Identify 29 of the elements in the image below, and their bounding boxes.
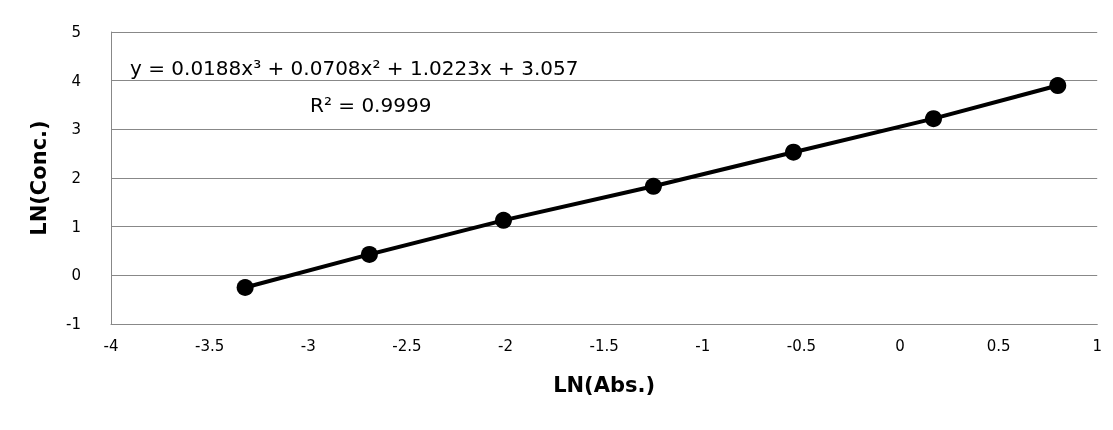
point (784, 143, 802, 161)
x-tick-label: -1.5 (589, 336, 619, 355)
y-tick-label: 3 (71, 120, 81, 139)
x-tick-label: 0 (895, 336, 905, 355)
annotation: y = 0.0188x³ + 0.0708x² + 1.0223x + 3.057 (130, 56, 579, 80)
y-tick-label: 4 (71, 71, 81, 90)
x-tick-label: -3.5 (194, 336, 225, 355)
point (236, 279, 254, 296)
x-tick-label: -2 (498, 336, 513, 355)
point (360, 245, 378, 263)
point (925, 110, 943, 128)
x-tick-label: -0.5 (786, 336, 816, 355)
point (1049, 77, 1067, 95)
point (644, 177, 662, 195)
x-axis-title: LN(Abs.) (553, 372, 656, 397)
y-axis-title: LN(Conc.) (26, 120, 51, 236)
x-tick-label: 1 (1092, 336, 1102, 355)
y-tick-label: 0 (71, 266, 81, 285)
y-tick-label: -1 (66, 315, 81, 333)
y-tick-label: 5 (71, 23, 81, 41)
x-tick-label: -2.5 (392, 336, 422, 355)
x-tick-label: -1 (695, 336, 711, 355)
x-tick-label: -4 (103, 336, 119, 355)
annotation: R² = 0.9999 (310, 93, 432, 117)
x-tick-label: 0.5 (986, 336, 1011, 355)
y-tick-label: 1 (71, 217, 81, 236)
y-tick-label: 2 (71, 169, 81, 187)
point (495, 211, 513, 229)
x-tick-label: -3 (300, 336, 316, 355)
